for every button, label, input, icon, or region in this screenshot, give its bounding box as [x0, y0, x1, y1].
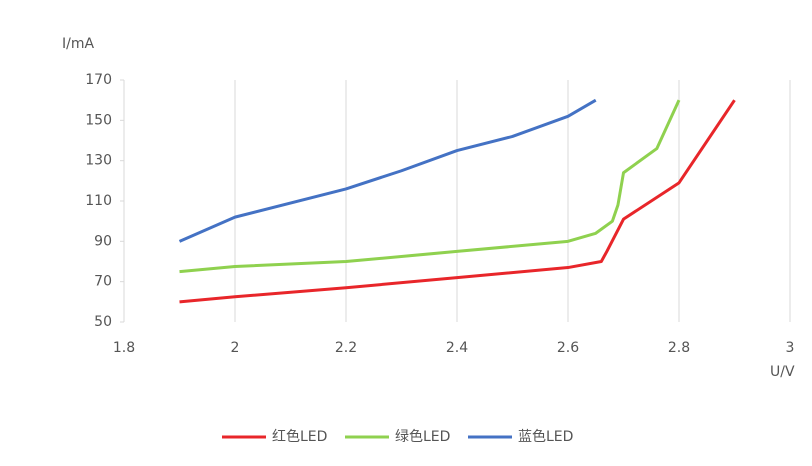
- legend-label: 蓝色LED: [518, 428, 573, 445]
- y-tick-label: 150: [85, 112, 112, 128]
- y-tick-label: 130: [85, 153, 112, 169]
- y-tick-label: 90: [94, 233, 112, 249]
- x-tick-label: 2.2: [335, 340, 357, 356]
- x-tick-label: 2.6: [557, 340, 579, 356]
- y-tick-label: 110: [85, 193, 112, 209]
- x-axis-label: U/V: [770, 364, 795, 380]
- series-line: [179, 99, 736, 304]
- x-tick-label: 2: [231, 340, 240, 356]
- x-tick-label: 1.8: [113, 340, 135, 356]
- series-line: [179, 99, 681, 274]
- x-tick-label: 2.4: [446, 340, 468, 356]
- y-tick-label: 170: [85, 72, 112, 88]
- series-line: [178, 98, 597, 243]
- y-axis-label: I/mA: [62, 36, 94, 52]
- legend-label: 红色LED: [272, 428, 327, 445]
- y-tick-label: 50: [94, 314, 112, 330]
- legend-label: 绿色LED: [395, 428, 450, 445]
- x-tick-label: 2.8: [668, 340, 690, 356]
- y-tick-label: 70: [94, 274, 112, 290]
- x-tick-label: 3: [786, 340, 795, 356]
